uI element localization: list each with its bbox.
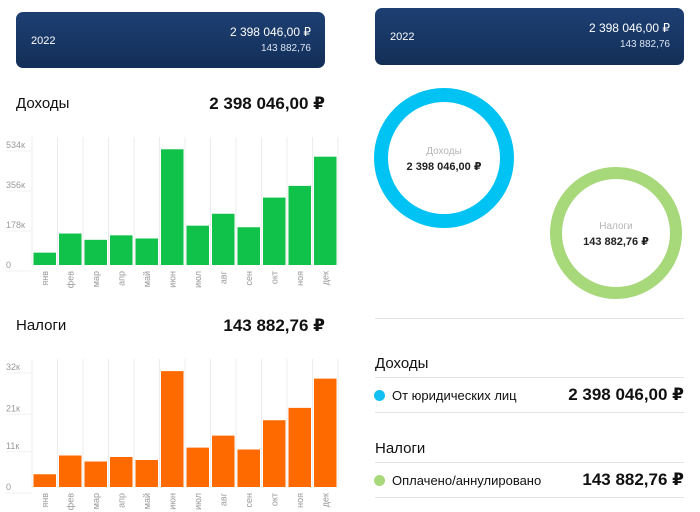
bar-июн[interactable] bbox=[161, 149, 184, 265]
x-tick-label: сен bbox=[244, 271, 254, 286]
bar-янв[interactable] bbox=[33, 252, 57, 265]
bar-июл[interactable] bbox=[186, 447, 210, 487]
x-tick-label: апр bbox=[116, 271, 126, 286]
x-tick-label: сен bbox=[244, 493, 254, 508]
x-tick-label: фев bbox=[65, 493, 75, 510]
bar-фев[interactable] bbox=[59, 455, 82, 488]
y-tick-label: 0 bbox=[6, 482, 11, 492]
taxes-status-label[interactable]: Оплачено/аннулировано bbox=[392, 473, 542, 488]
bar-ноя[interactable] bbox=[288, 407, 312, 487]
taxes-ring-value: 143 882,76 ₽ bbox=[583, 236, 649, 248]
x-tick-label: май bbox=[142, 271, 152, 287]
bar-апр[interactable] bbox=[110, 235, 133, 265]
summary-banner-left[interactable]: 2022 2 398 046,00 ₽ 143 882,76 bbox=[16, 12, 325, 68]
y-tick-label: 534к bbox=[6, 140, 25, 150]
income-bar-chart: 0 178к 356к 534к янв фев мар апр май июн июл авг сен… bbox=[6, 137, 339, 288]
bar-сен[interactable] bbox=[237, 449, 261, 488]
divider bbox=[375, 318, 684, 319]
divider bbox=[375, 377, 684, 378]
taxes-bar-chart: 0 11к 21к 32к янв фев мар апр май июн июл авг сен окт… bbox=[6, 359, 339, 510]
bar-сен[interactable] bbox=[237, 227, 261, 265]
x-tick-label: янв bbox=[40, 493, 50, 508]
x-tick-label: май bbox=[142, 493, 152, 509]
y-tick-label: 356к bbox=[6, 180, 25, 190]
banner-sub-amount: 143 882,76 bbox=[619, 39, 670, 50]
bar-дек[interactable] bbox=[314, 156, 337, 265]
income-ring-label: Доходы bbox=[426, 146, 462, 157]
bar-апр[interactable] bbox=[110, 457, 133, 487]
taxes-legend-dot bbox=[374, 475, 385, 486]
x-tick-label: дек bbox=[320, 271, 330, 285]
divider bbox=[375, 497, 684, 498]
bar-май[interactable] bbox=[135, 460, 159, 487]
bar-окт[interactable] bbox=[263, 197, 286, 265]
income-title: Доходы bbox=[16, 95, 70, 112]
x-tick-label: ноя bbox=[295, 271, 305, 286]
breakdown-taxes-title: Налоги bbox=[375, 440, 426, 457]
x-tick-label: июл bbox=[193, 493, 203, 510]
divider bbox=[375, 462, 684, 463]
x-tick-label: дек bbox=[320, 493, 330, 507]
breakdown-income-title: Доходы bbox=[375, 355, 429, 372]
rings-panel: Доходы 2 398 046,00 ₽ Налоги 143 882,76 … bbox=[374, 88, 682, 299]
banner-year: 2022 bbox=[31, 35, 56, 47]
banner-amount: 2 398 046,00 ₽ bbox=[588, 21, 670, 35]
x-tick-label: авг bbox=[218, 492, 228, 506]
divider bbox=[375, 412, 684, 413]
x-tick-label: июн bbox=[167, 493, 177, 510]
taxes-ring-label: Налоги bbox=[599, 221, 633, 232]
bar-ноя[interactable] bbox=[288, 185, 312, 265]
bar-июл[interactable] bbox=[186, 225, 210, 265]
x-tick-label: июл bbox=[193, 271, 203, 288]
income-legend-dot bbox=[374, 390, 385, 401]
x-tick-label: фев bbox=[65, 271, 75, 288]
taxes-ring[interactable] bbox=[550, 167, 682, 299]
bar-фев[interactable] bbox=[59, 233, 82, 265]
bar-янв[interactable] bbox=[33, 474, 57, 487]
bar-дек[interactable] bbox=[314, 378, 337, 487]
x-tick-label: апр bbox=[116, 493, 126, 508]
income-source-label[interactable]: От юридических лиц bbox=[392, 388, 517, 403]
y-tick-label: 32к bbox=[6, 362, 20, 372]
taxes-total: 143 882,76 ₽ bbox=[223, 316, 325, 335]
banner-sub-amount: 143 882,76 bbox=[260, 43, 311, 54]
x-tick-label: окт bbox=[269, 271, 279, 284]
x-tick-label: окт bbox=[269, 493, 279, 506]
bar-май[interactable] bbox=[135, 238, 159, 265]
x-tick-label: мар bbox=[91, 271, 101, 287]
banner-year: 2022 bbox=[390, 31, 415, 43]
x-tick-label: авг bbox=[218, 270, 228, 284]
y-tick-label: 21к bbox=[6, 403, 20, 413]
bar-авг[interactable] bbox=[212, 213, 235, 265]
bar-мар[interactable] bbox=[84, 461, 108, 488]
bar-окт[interactable] bbox=[263, 420, 286, 487]
income-source-value: 2 398 046,00 ₽ bbox=[568, 385, 684, 404]
x-tick-label: июн bbox=[167, 271, 177, 288]
taxes-title: Налоги bbox=[16, 317, 67, 334]
y-tick-label: 0 bbox=[6, 260, 11, 270]
banner-amount: 2 398 046,00 ₽ bbox=[229, 25, 311, 39]
x-tick-label: ноя bbox=[295, 493, 305, 508]
x-tick-label: мар bbox=[91, 493, 101, 509]
income-total: 2 398 046,00 ₽ bbox=[209, 94, 325, 113]
income-ring[interactable] bbox=[374, 88, 514, 228]
summary-banner-right[interactable]: 2022 2 398 046,00 ₽ 143 882,76 bbox=[375, 8, 684, 65]
bar-мар[interactable] bbox=[84, 239, 108, 265]
x-tick-label: янв bbox=[40, 271, 50, 286]
income-ring-value: 2 398 046,00 ₽ bbox=[407, 161, 482, 173]
y-tick-label: 11к bbox=[6, 441, 19, 451]
bar-авг[interactable] bbox=[212, 435, 235, 487]
bar-июн[interactable] bbox=[161, 371, 184, 487]
y-tick-label: 178к bbox=[6, 220, 25, 230]
taxes-status-value: 143 882,76 ₽ bbox=[582, 470, 684, 489]
